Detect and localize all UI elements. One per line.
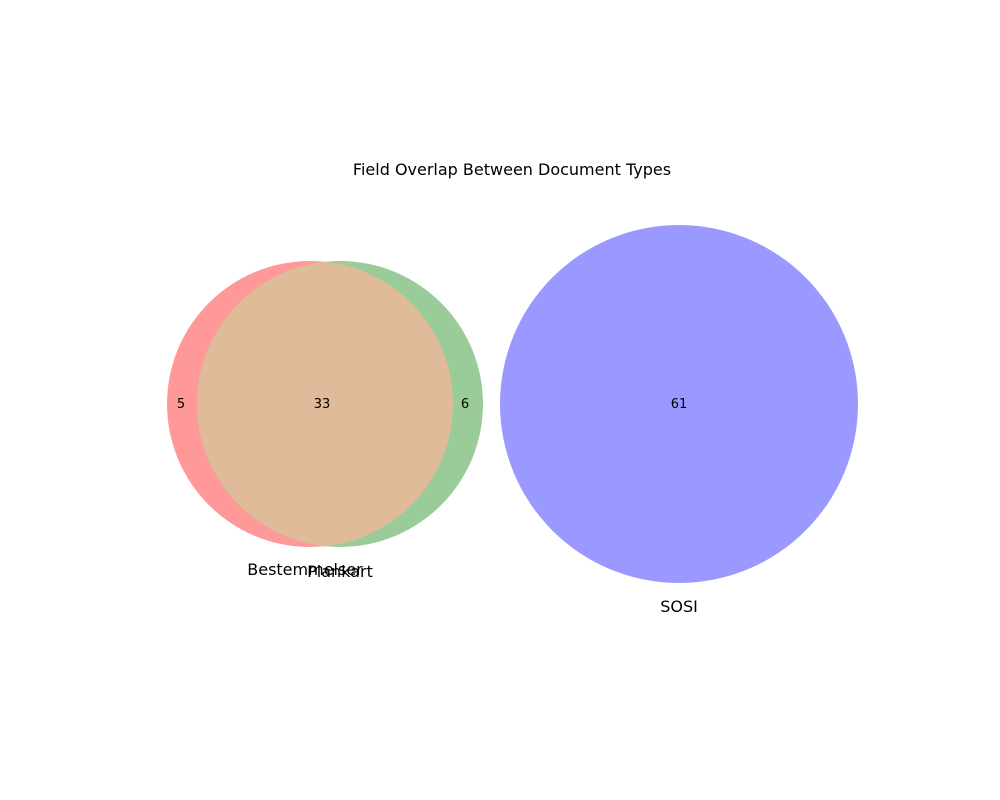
set-label-sosi: SOSI [660, 597, 698, 616]
set-labels: Bestemmelser Plankart SOSI [247, 560, 698, 616]
bestemmelser-plankart-overlap [197, 261, 453, 547]
region-bestemmelser-plankart-value: 33 [314, 397, 331, 412]
set-label-plankart: Plankart [307, 562, 373, 581]
set-label-bestemmelser: Bestemmelser [247, 560, 363, 579]
region-sosi-only-value: 61 [671, 397, 688, 412]
sosi-circle [500, 225, 858, 583]
chart-title: Field Overlap Between Document Types [353, 160, 671, 179]
region-labels: 5 33 6 61 [177, 397, 687, 412]
region-bestemmelser-only-value: 5 [177, 397, 185, 412]
venn-circles [167, 225, 858, 583]
region-plankart-only-value: 6 [461, 397, 469, 412]
